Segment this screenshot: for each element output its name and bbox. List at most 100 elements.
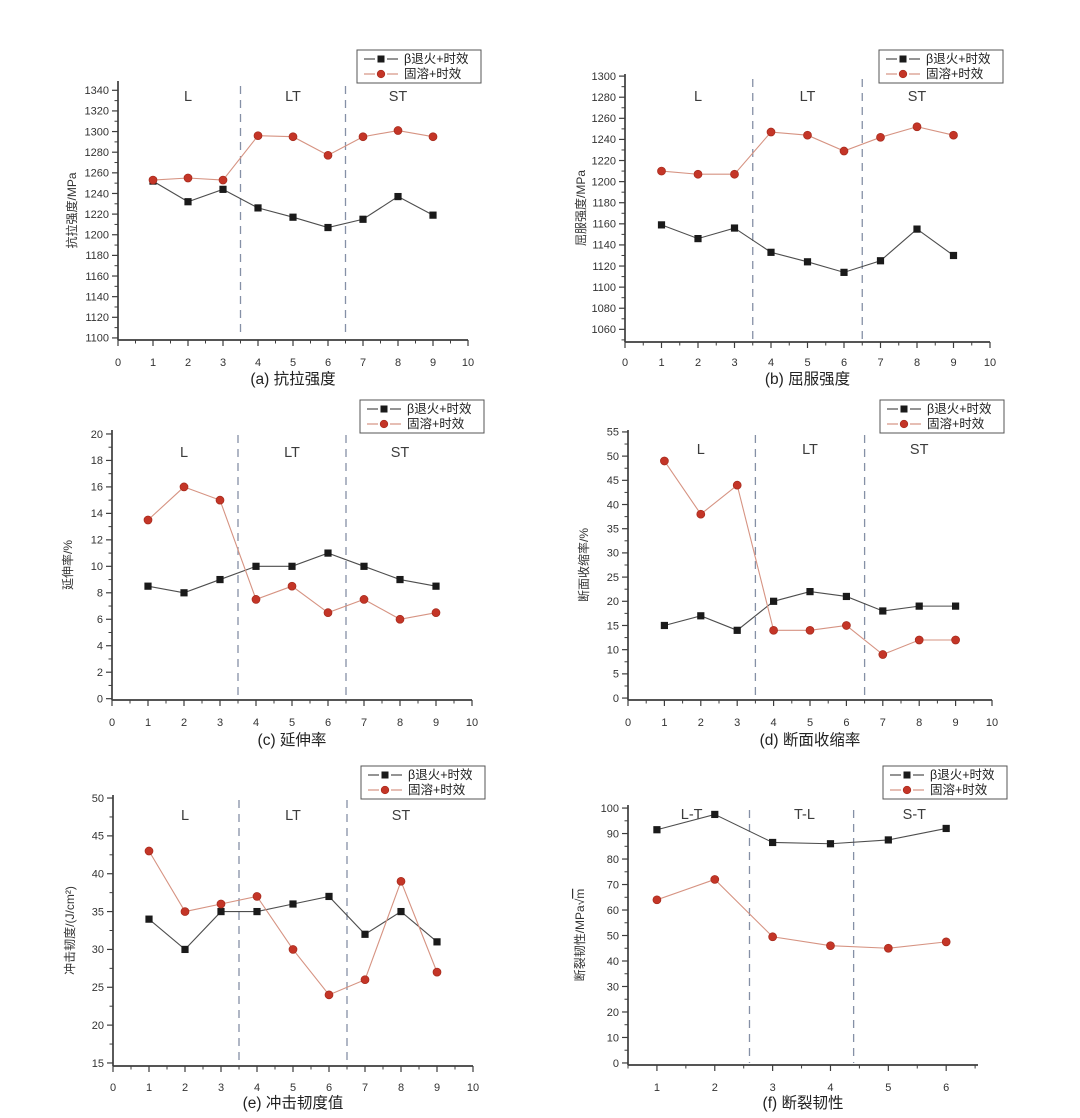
series-solution-aged-line	[148, 850, 438, 996]
data-point-solution-aged	[253, 131, 263, 141]
data-point-solution-aged	[660, 456, 669, 466]
region-label: L	[184, 89, 192, 105]
y-tick-label: 12	[91, 535, 103, 547]
x-tick-label: 9	[433, 717, 439, 729]
y-tick-label: 1160	[85, 271, 109, 283]
panel-caption: (d) 断面收缩率	[760, 731, 861, 749]
y-tick-label: 40	[607, 956, 619, 968]
y-tick-label: 1120	[85, 312, 109, 324]
x-tick-label: 2	[698, 717, 704, 729]
data-point-beta-annealed	[360, 562, 368, 570]
data-point-solution-aged	[432, 967, 442, 977]
data-point-beta-annealed	[184, 198, 192, 206]
x-tick-label: 7	[362, 1082, 368, 1094]
panel-caption: (c) 延伸率	[258, 731, 327, 749]
region-label: L	[181, 808, 189, 824]
y-tick-label: 1300	[85, 126, 109, 138]
x-tick-label: 5	[807, 717, 813, 729]
legend-label: 固溶+时效	[927, 416, 985, 431]
y-tick-label: 1180	[85, 250, 109, 262]
x-tick-label: 4	[768, 357, 774, 369]
region-label: LT	[284, 445, 300, 461]
data-point-beta-annealed	[216, 575, 224, 584]
x-tick-label: 7	[360, 357, 366, 369]
y-tick-label: 20	[607, 596, 619, 608]
panel-b: 1060108011001120114011601180120012201240…	[573, 49, 1004, 388]
data-point-solution-aged	[179, 482, 189, 492]
y-tick-label: 60	[607, 905, 619, 917]
y-tick-label: 70	[607, 879, 619, 891]
data-point-solution-aged	[883, 943, 893, 953]
data-point-solution-aged	[183, 173, 193, 183]
y-tick-label: 1140	[85, 291, 109, 303]
data-point-solution-aged	[216, 899, 226, 909]
y-tick-label: 1280	[85, 147, 109, 159]
y-tick-label: 1280	[592, 92, 616, 104]
data-point-beta-annealed	[396, 575, 404, 584]
legend-label: β退火+时效	[404, 51, 469, 66]
x-tick-label: 10	[984, 357, 996, 369]
x-tick-label: 5	[290, 357, 296, 369]
x-tick-label: 6	[325, 357, 331, 369]
x-tick-label: 5	[804, 357, 810, 369]
x-tick-label: 5	[289, 717, 295, 729]
data-point-beta-annealed	[826, 840, 835, 848]
y-tick-label: 1300	[592, 71, 616, 83]
y-tick-label: 25	[607, 572, 619, 584]
data-point-beta-annealed	[840, 268, 848, 276]
data-point-beta-annealed	[253, 907, 261, 916]
x-tick-label: 10	[986, 717, 998, 729]
y-tick-label: 100	[601, 803, 619, 815]
x-tick-label: 10	[467, 1082, 479, 1094]
data-point-beta-annealed	[876, 257, 885, 265]
y-tick-label: 30	[607, 548, 619, 560]
y-tick-label: 10	[91, 561, 103, 573]
data-point-beta-annealed	[952, 602, 960, 610]
x-tick-label: 1	[661, 717, 667, 729]
y-tick-label: 1260	[592, 113, 616, 125]
data-point-beta-annealed	[433, 938, 441, 946]
data-point-solution-aged	[148, 175, 158, 185]
data-point-solution-aged	[803, 130, 812, 140]
x-tick-label: 8	[914, 357, 920, 369]
data-point-solution-aged	[949, 130, 958, 140]
y-axis-title: 抗拉强度/MPa	[64, 172, 79, 248]
x-tick-label: 9	[950, 357, 956, 369]
x-tick-label: 2	[182, 1082, 188, 1094]
x-tick-label: 4	[827, 1082, 833, 1094]
panel-caption: (a) 抗拉强度	[250, 370, 335, 388]
y-tick-label: 1120	[592, 261, 616, 273]
y-axis-title: 断面收缩率/%	[576, 528, 591, 602]
y-tick-label: 1260	[85, 168, 109, 180]
data-point-beta-annealed	[767, 248, 775, 256]
y-tick-label: 18	[91, 455, 103, 467]
y-tick-label: 35	[607, 524, 619, 536]
x-tick-label: 6	[943, 1082, 949, 1094]
legend-square-marker-icon	[381, 771, 389, 779]
y-tick-label: 8	[97, 588, 103, 600]
y-tick-label: 15	[92, 1058, 104, 1070]
data-point-solution-aged	[951, 635, 960, 645]
legend-circle-marker-icon	[902, 785, 912, 795]
data-point-beta-annealed	[325, 892, 333, 901]
x-tick-label: 3	[731, 357, 737, 369]
legend-square-marker-icon	[380, 405, 388, 413]
legend-circle-marker-icon	[379, 419, 389, 429]
x-tick-label: 0	[622, 357, 628, 369]
y-tick-label: 1200	[592, 176, 616, 188]
data-point-beta-annealed	[252, 562, 260, 570]
x-tick-label: 2	[695, 357, 701, 369]
y-tick-label: 50	[607, 451, 619, 463]
data-point-solution-aged	[393, 126, 403, 135]
x-tick-label: 3	[220, 357, 226, 369]
x-tick-label: 3	[217, 717, 223, 729]
y-tick-label: 16	[91, 482, 103, 494]
data-point-solution-aged	[288, 945, 298, 954]
data-point-solution-aged	[251, 595, 261, 604]
region-label: LT	[285, 89, 301, 105]
region-label: LT	[285, 808, 301, 824]
data-point-solution-aged	[180, 907, 190, 916]
